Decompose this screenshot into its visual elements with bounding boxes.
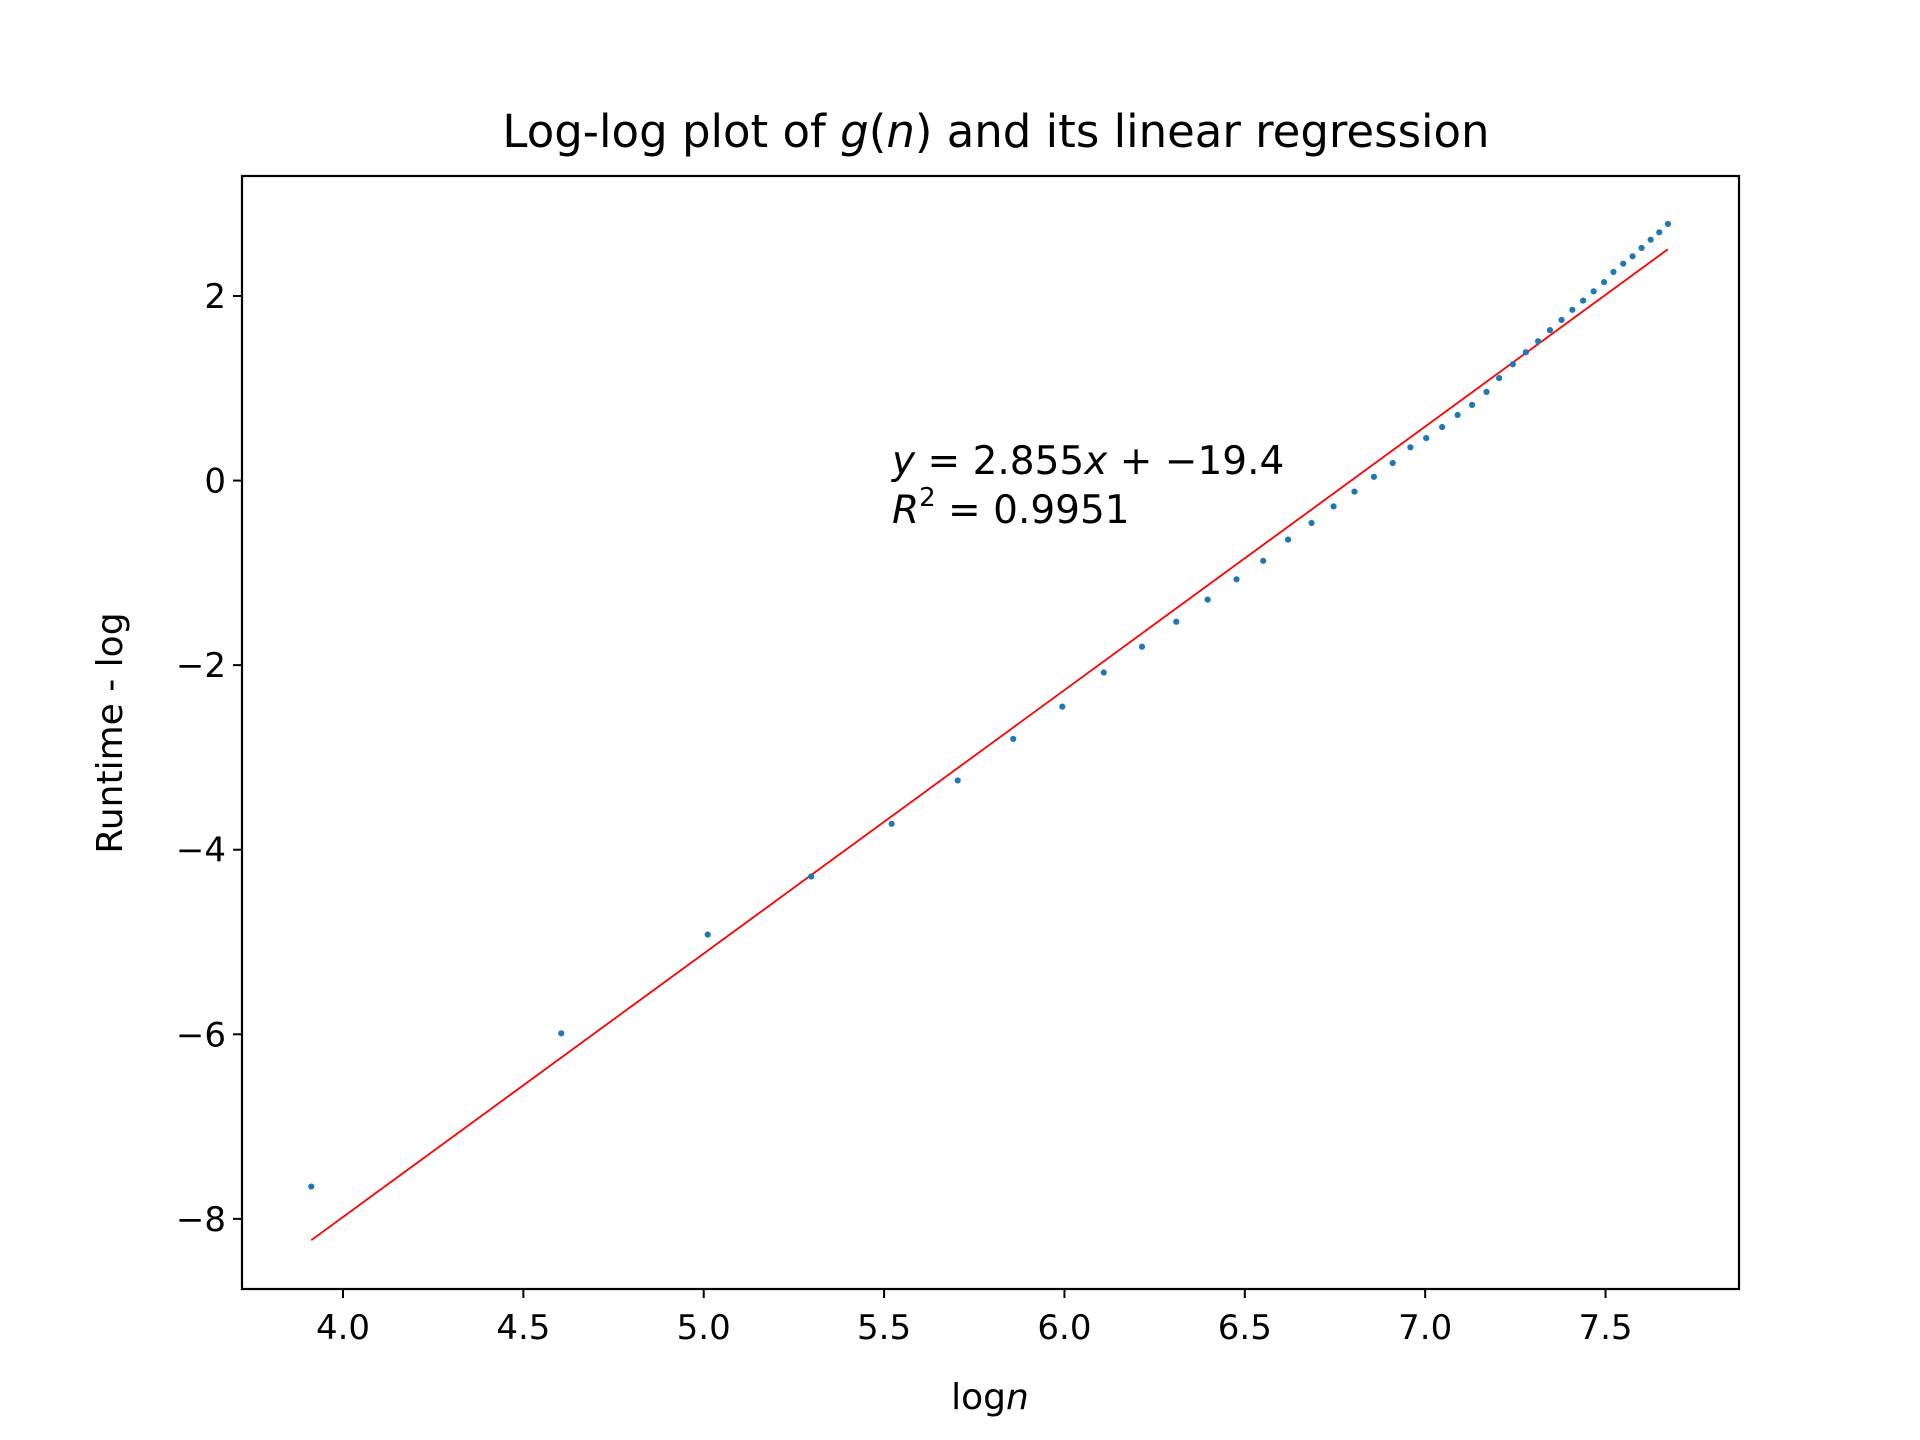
data-point <box>1138 643 1146 650</box>
data-point <box>1454 411 1461 419</box>
data-point <box>1439 423 1446 431</box>
data-point <box>1580 297 1587 304</box>
data-point <box>704 931 711 938</box>
x-tick-label: 6.5 <box>1218 1308 1272 1348</box>
y-axis-ticks: 2 0 −2 −4 −6 −8 <box>176 277 242 1240</box>
data-point <box>808 873 815 880</box>
data-point <box>1629 253 1636 260</box>
data-point <box>1260 557 1267 564</box>
data-point <box>1308 519 1315 527</box>
regression-equation: y = 2.855x + −19.4 <box>891 439 1284 484</box>
data-point <box>1664 220 1672 228</box>
data-point <box>1610 268 1617 276</box>
data-point <box>1600 279 1608 286</box>
y-tick-label: 2 <box>204 277 226 317</box>
x-tick-label: 6.0 <box>1037 1308 1091 1348</box>
data-point <box>1620 260 1627 267</box>
y-tick-label: −2 <box>176 646 226 686</box>
data-point <box>1509 361 1516 368</box>
data-point <box>1534 338 1542 345</box>
data-point <box>1284 536 1292 543</box>
x-tick-label: 7.0 <box>1398 1308 1452 1348</box>
x-tick-label: 5.0 <box>677 1308 731 1348</box>
data-point <box>1569 306 1576 313</box>
x-tick-label: 5.5 <box>857 1308 911 1348</box>
x-axis-ticks: 4.0 4.5 5.0 5.5 6.0 6.5 7.0 7.5 <box>316 1289 1633 1348</box>
axes-frame <box>240 174 1741 1291</box>
y-tick-label: −4 <box>176 831 226 871</box>
plot-area <box>308 220 1672 1241</box>
data-point <box>1330 503 1337 510</box>
data-point <box>1522 349 1529 356</box>
data-point <box>1558 316 1565 324</box>
data-point <box>1233 576 1240 583</box>
data-point <box>1423 434 1430 442</box>
y-tick-label: −8 <box>176 1200 226 1240</box>
data-point <box>1483 388 1490 396</box>
chart-title: Log-log plot of g(n) and its linear regr… <box>502 105 1489 158</box>
r-squared-value: R2 = 0.9951 <box>892 483 1130 533</box>
data-point <box>1496 375 1503 382</box>
x-tick-label: 7.5 <box>1578 1308 1632 1348</box>
data-point <box>888 820 895 827</box>
data-point <box>1546 327 1554 334</box>
data-point <box>1351 488 1358 495</box>
data-point <box>1590 288 1597 295</box>
data-point <box>308 1183 315 1190</box>
x-tick-label: 4.5 <box>496 1308 550 1348</box>
y-tick-label: 0 <box>204 462 226 502</box>
y-axis-label: Runtime - log <box>90 612 131 853</box>
data-point <box>1647 236 1654 243</box>
data-point <box>1656 229 1663 236</box>
data-point <box>954 777 961 784</box>
data-point <box>1059 703 1066 710</box>
regression-line <box>310 248 1669 1241</box>
x-axis-label: logn <box>951 1377 1029 1418</box>
data-point <box>1638 244 1645 252</box>
data-point <box>1407 444 1414 451</box>
y-tick-label: −6 <box>176 1015 226 1055</box>
data-point <box>558 1030 565 1037</box>
data-point <box>1389 459 1396 467</box>
data-point <box>1173 618 1180 625</box>
data-point <box>1204 596 1211 603</box>
data-point <box>1100 669 1107 676</box>
data-point <box>1370 473 1378 480</box>
data-point <box>1468 401 1476 408</box>
x-tick-label: 4.0 <box>316 1308 370 1348</box>
data-point <box>1010 735 1017 743</box>
